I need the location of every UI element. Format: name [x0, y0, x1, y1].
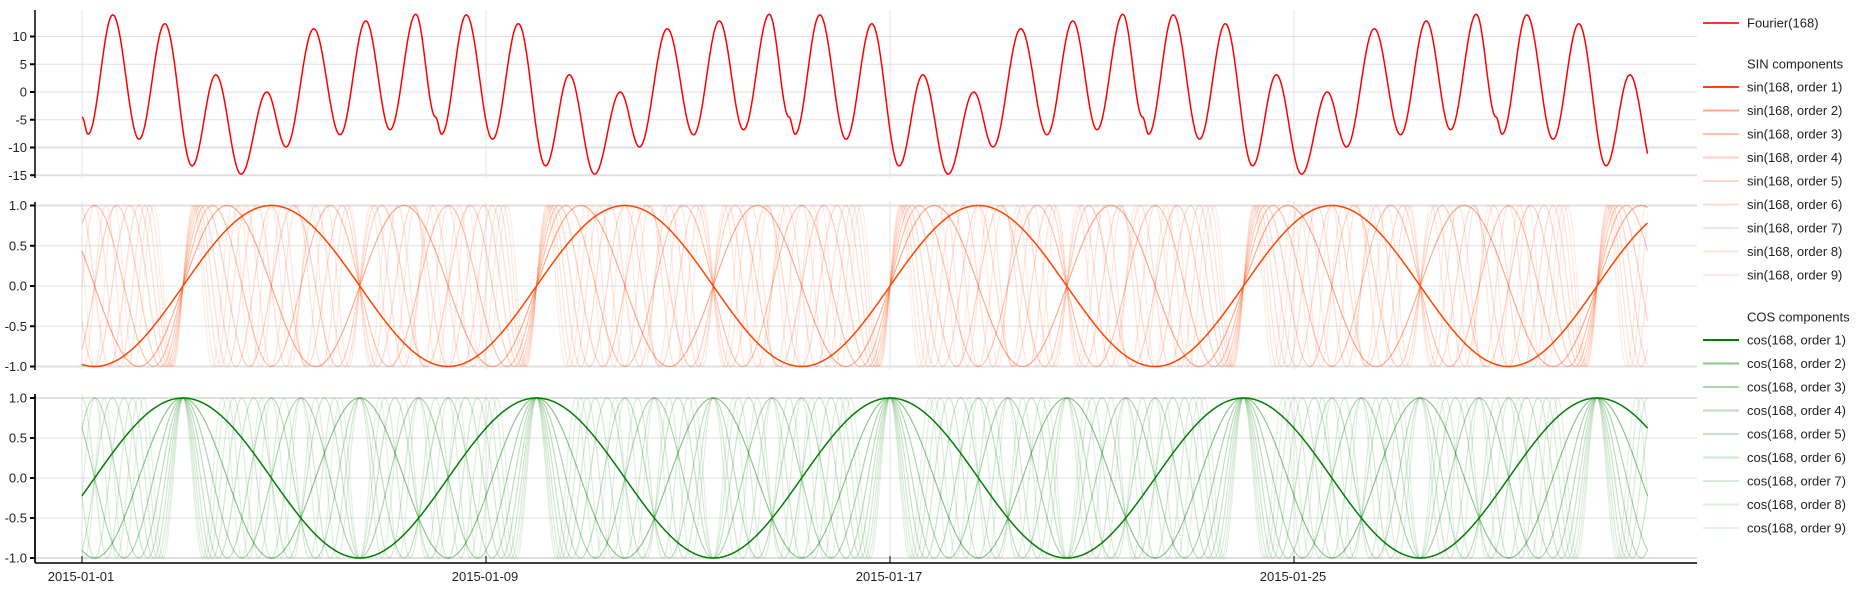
y-tick-label: -10	[8, 140, 27, 155]
y-tick-label: 0.0	[9, 279, 27, 294]
legend-header-cos: COS components	[1747, 310, 1850, 325]
legend-label: cos(168, order 2)	[1747, 356, 1846, 371]
y-tick-label: 0.5	[9, 431, 27, 446]
legend-label: sin(168, order 6)	[1747, 197, 1842, 212]
legend-label: sin(168, order 2)	[1747, 103, 1842, 118]
legend-label: cos(168, order 5)	[1747, 427, 1846, 442]
legend-item-cos-order-5[interactable]: cos(168, order 5)	[1703, 427, 1846, 442]
sin-order-7-line	[81, 204, 1649, 368]
y-tick-label: -0.5	[5, 511, 27, 526]
legend-item-sin-order-3[interactable]: sin(168, order 3)	[1703, 127, 1842, 142]
legend-label: cos(168, order 9)	[1747, 521, 1846, 536]
cos-order-5-line	[81, 397, 1649, 559]
legend-item-cos-order-4[interactable]: cos(168, order 4)	[1703, 403, 1846, 418]
legend-item-cos-order-8[interactable]: cos(168, order 8)	[1703, 497, 1846, 512]
x-tick-label: 2015-01-17	[856, 569, 923, 584]
legend-item-cos-order-9[interactable]: cos(168, order 9)	[1703, 521, 1846, 536]
legend-label: sin(168, order 7)	[1747, 221, 1842, 236]
legend-label: sin(168, order 8)	[1747, 244, 1842, 259]
legend-label: cos(168, order 8)	[1747, 497, 1846, 512]
legend-item-fourier[interactable]: Fourier(168)	[1703, 16, 1819, 31]
cos-order-6-line	[81, 397, 1649, 559]
cos-order-3-line	[81, 397, 1649, 559]
fourier-panel: 10 5 0 -5 -10 -15	[8, 10, 1697, 183]
y-tick-label: -1.0	[5, 551, 27, 566]
legend-label: cos(168, order 4)	[1747, 403, 1846, 418]
sin-order-4-line	[81, 204, 1649, 368]
legend-item-sin-order-6[interactable]: sin(168, order 6)	[1703, 197, 1842, 212]
legend-label: cos(168, order 6)	[1747, 450, 1846, 465]
sin-order-1-line	[81, 204, 1649, 368]
y-tick-label: 10	[13, 29, 27, 44]
legend-item-sin-order-2[interactable]: sin(168, order 2)	[1703, 103, 1842, 118]
legend-label-fourier: Fourier(168)	[1747, 16, 1819, 31]
y-tick-label: -15	[8, 168, 27, 183]
legend-item-sin-order-4[interactable]: sin(168, order 4)	[1703, 150, 1842, 165]
x-tick-label: 2015-01-01	[48, 569, 115, 584]
y-tick-label: 5	[20, 57, 27, 72]
x-tick-label: 2015-01-25	[1260, 569, 1327, 584]
sin-order-2-line	[81, 204, 1648, 368]
y-tick-label: 0.0	[9, 471, 27, 486]
legend-header-sin: SIN components	[1747, 57, 1844, 72]
legend-item-sin-order-5[interactable]: sin(168, order 5)	[1703, 174, 1842, 189]
legend-label: cos(168, order 3)	[1747, 380, 1846, 395]
sin-order-8-line	[81, 204, 1649, 368]
legend-item-cos-order-2[interactable]: cos(168, order 2)	[1703, 356, 1846, 371]
sin-order-5-line	[81, 204, 1649, 368]
y-tick-label: 1.0	[9, 198, 27, 213]
legend-sin-items: sin(168, order 1) sin(168, order 2) sin(16…	[1703, 80, 1842, 283]
y-tick-label: 0	[20, 85, 27, 100]
sin-order-9-line	[81, 204, 1649, 368]
legend-label: cos(168, order 7)	[1747, 474, 1846, 489]
sin-order-3-line	[81, 204, 1649, 368]
legend-label: sin(168, order 5)	[1747, 174, 1842, 189]
y-tick-label: -5	[15, 112, 27, 127]
legend-label: sin(168, order 9)	[1747, 268, 1842, 283]
legend-item-sin-order-1[interactable]: sin(168, order 1)	[1703, 80, 1842, 95]
y-tick-label: 1.0	[9, 391, 27, 406]
y-tick-label: 0.5	[9, 238, 27, 253]
cos-order-8-line	[81, 397, 1649, 559]
y-tick-label: -0.5	[5, 319, 27, 334]
legend-item-sin-order-9[interactable]: sin(168, order 9)	[1703, 268, 1842, 283]
x-axis: 2015-01-01 2015-01-09 2015-01-17 2015-01-25	[34, 394, 1697, 584]
legend-item-cos-order-6[interactable]: cos(168, order 6)	[1703, 450, 1846, 465]
cos-order-2-line	[81, 397, 1649, 559]
legend-label: sin(168, order 4)	[1747, 150, 1842, 165]
cos-components-panel: 1.0 0.5 0.0 -0.5 -1.0	[5, 391, 1697, 566]
x-tick-label: 2015-01-09	[452, 569, 519, 584]
legend-item-cos-order-1[interactable]: cos(168, order 1)	[1703, 333, 1846, 348]
cos-order-4-line	[81, 397, 1649, 559]
legend: Fourier(168) SIN components sin(168, ord…	[1703, 16, 1850, 536]
fourier-line	[81, 13, 1649, 175]
y-tick-label: -1.0	[5, 359, 27, 374]
legend-item-cos-order-3[interactable]: cos(168, order 3)	[1703, 380, 1846, 395]
legend-item-sin-order-7[interactable]: sin(168, order 7)	[1703, 221, 1842, 236]
cos-order-9-line	[81, 397, 1649, 559]
sin-components-panel: 1.0 0.5 0.0 -0.5 -1.0	[5, 198, 1697, 374]
legend-label: cos(168, order 1)	[1747, 333, 1846, 348]
legend-item-sin-order-8[interactable]: sin(168, order 8)	[1703, 244, 1842, 259]
legend-item-cos-order-7[interactable]: cos(168, order 7)	[1703, 474, 1846, 489]
legend-cos-items: cos(168, order 1) cos(168, order 2) cos(16…	[1703, 333, 1846, 536]
legend-label: sin(168, order 3)	[1747, 127, 1842, 142]
cos-order-7-line	[81, 397, 1648, 559]
cos-order-1-line	[81, 397, 1649, 559]
legend-label: sin(168, order 1)	[1747, 80, 1842, 95]
